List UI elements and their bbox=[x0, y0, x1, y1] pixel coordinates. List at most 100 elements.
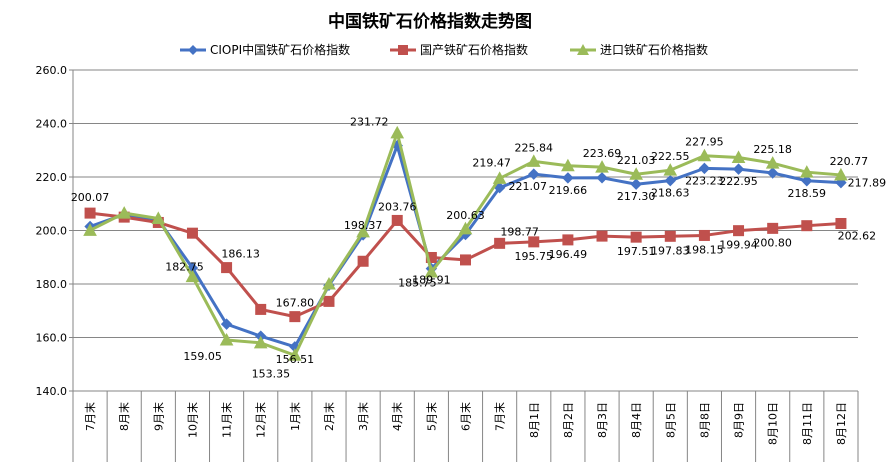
series-point bbox=[595, 160, 609, 173]
data-label: 219.47 bbox=[472, 156, 511, 169]
series-group bbox=[83, 125, 848, 361]
data-label: 225.18 bbox=[753, 143, 792, 156]
legend-item: CIOPI中国铁矿石价格指数 bbox=[180, 42, 350, 57]
series-point bbox=[288, 348, 302, 361]
series-point bbox=[801, 175, 813, 187]
series-point bbox=[424, 264, 439, 278]
data-label: 221.07 bbox=[509, 180, 548, 193]
x-tick-label: 2月末 bbox=[322, 402, 336, 431]
series-point bbox=[767, 222, 779, 234]
series-point bbox=[219, 332, 234, 346]
x-tick-label: 8月9日 bbox=[733, 402, 746, 438]
data-label: 220.77 bbox=[830, 155, 869, 168]
legend: CIOPI中国铁矿石价格指数 国产铁矿石价格指数 进口铁矿石价格指数 bbox=[180, 42, 708, 57]
y-tick-label: 220.0 bbox=[36, 171, 68, 184]
legend-marker bbox=[398, 45, 408, 55]
data-label: 227.95 bbox=[685, 136, 724, 149]
data-label: 195.75 bbox=[515, 250, 554, 263]
series-point bbox=[562, 172, 574, 184]
data-label: 200.80 bbox=[753, 236, 792, 249]
data-label: 218.63 bbox=[651, 187, 690, 200]
series-point bbox=[492, 171, 507, 184]
x-tick-label: 12月末 bbox=[254, 402, 268, 438]
series-point bbox=[834, 167, 848, 181]
x-tick-label: 8月1日 bbox=[528, 402, 541, 438]
x-tick-label: 8月8日 bbox=[698, 402, 711, 438]
y-tick-label: 140.0 bbox=[36, 385, 68, 398]
series-point bbox=[323, 295, 335, 307]
x-tick-label: 6月末 bbox=[459, 402, 473, 431]
x-tick-label: 8月10日 bbox=[767, 402, 780, 445]
y-tick-label: 260.0 bbox=[36, 64, 68, 77]
series-point bbox=[356, 224, 370, 238]
x-tick-label: 7月末 bbox=[493, 402, 507, 431]
data-label: 197.83 bbox=[651, 244, 690, 257]
legend-marker bbox=[577, 44, 589, 55]
series-point bbox=[664, 174, 676, 187]
series-point bbox=[835, 217, 847, 229]
data-label: 217.30 bbox=[617, 190, 656, 203]
data-label: 231.72 bbox=[350, 116, 389, 129]
series-point bbox=[83, 223, 97, 236]
series-point bbox=[289, 311, 301, 323]
legend-label: 国产铁矿石价格指数 bbox=[420, 42, 528, 57]
data-label: 222.55 bbox=[651, 150, 690, 163]
series-point bbox=[390, 125, 405, 139]
x-tick-label: 8月12日 bbox=[835, 402, 848, 445]
data-label: 225.84 bbox=[515, 141, 554, 154]
series-point bbox=[664, 230, 676, 242]
series-point bbox=[84, 207, 96, 219]
series-point bbox=[528, 236, 540, 248]
series-point bbox=[698, 229, 710, 241]
y-tick-label: 180.0 bbox=[36, 278, 68, 291]
series-point bbox=[697, 148, 712, 162]
series-point bbox=[253, 335, 268, 349]
data-label: 198.77 bbox=[500, 225, 539, 238]
series-point bbox=[629, 167, 643, 180]
series-point bbox=[322, 276, 336, 290]
x-tick-label: 8月2日 bbox=[562, 402, 575, 438]
series-point bbox=[630, 231, 642, 243]
legend-label: CIOPI中国铁矿石价格指数 bbox=[210, 42, 350, 57]
series-point bbox=[221, 262, 233, 274]
series-point bbox=[698, 162, 711, 175]
data-label: 203.76 bbox=[378, 200, 417, 213]
series-point bbox=[186, 227, 198, 239]
y-tick-label: 240.0 bbox=[36, 118, 68, 131]
data-label: 222.95 bbox=[719, 175, 758, 188]
x-tick-label: 8月4日 bbox=[630, 402, 643, 438]
grid bbox=[73, 69, 858, 338]
series-point bbox=[526, 154, 541, 167]
legend-label: 进口铁矿石价格指数 bbox=[600, 42, 708, 57]
data-labels: 156.51 198.37 231.72 185.75 221.07 219.66 217.… bbox=[71, 116, 886, 381]
series-point bbox=[460, 254, 471, 266]
series-point bbox=[731, 150, 746, 163]
series-point bbox=[663, 163, 678, 176]
x-tick-label: 1月末 bbox=[288, 402, 302, 431]
data-label: 156.51 bbox=[276, 353, 315, 366]
data-label: 200.63 bbox=[446, 209, 485, 222]
series-point bbox=[117, 206, 132, 219]
x-tick-label: 8月5日 bbox=[664, 402, 677, 438]
legend-marker bbox=[188, 45, 198, 55]
data-label: 219.66 bbox=[549, 184, 588, 197]
series-point bbox=[561, 158, 575, 172]
data-label: 217.89 bbox=[848, 177, 887, 190]
x-tick-label: 4月末 bbox=[390, 402, 404, 431]
series-3 bbox=[83, 125, 848, 361]
data-label: 153.35 bbox=[252, 367, 291, 380]
x-axis-ticks: 7月末 8月末 9月末 10月末 11月末 12月末 1月末 2月末 3月末 4月末 5月末 6月末 7… bbox=[72, 391, 859, 462]
x-tick-label: 5月末 bbox=[424, 402, 438, 431]
data-label: 198.15 bbox=[685, 243, 724, 256]
data-label: 197.51 bbox=[617, 245, 656, 258]
series-point bbox=[799, 165, 814, 178]
series-2 bbox=[84, 207, 847, 323]
data-label: 218.59 bbox=[788, 187, 827, 200]
x-tick-label: 8月11日 bbox=[801, 402, 814, 445]
series-point bbox=[255, 303, 267, 315]
data-label: 186.13 bbox=[221, 248, 260, 261]
data-label: 185.75 bbox=[398, 277, 437, 290]
legend-item: 国产铁矿石价格指数 bbox=[390, 42, 528, 57]
series-point bbox=[528, 168, 540, 180]
